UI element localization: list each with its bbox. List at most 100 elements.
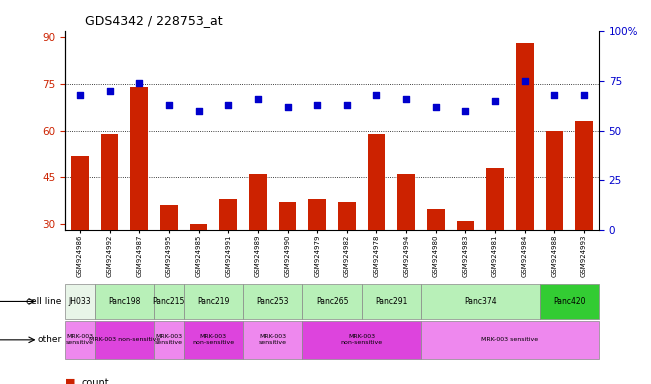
Bar: [243, 31, 273, 230]
Bar: [397, 174, 415, 230]
Text: MRK-003
non-sensitive: MRK-003 non-sensitive: [340, 334, 383, 346]
Bar: [391, 31, 421, 230]
Text: cell line: cell line: [27, 297, 62, 306]
Bar: [362, 284, 421, 319]
Bar: [214, 31, 243, 230]
Bar: [243, 284, 302, 319]
Bar: [154, 321, 184, 359]
Text: Panc291: Panc291: [375, 297, 408, 306]
Point: [312, 101, 322, 108]
Bar: [302, 321, 421, 359]
Text: Panc420: Panc420: [553, 297, 585, 306]
Text: MRK-003
non-sensitive: MRK-003 non-sensitive: [192, 334, 234, 346]
Bar: [124, 31, 154, 230]
Bar: [249, 174, 267, 230]
Bar: [421, 31, 450, 230]
Bar: [124, 31, 154, 230]
Text: other: other: [38, 335, 62, 344]
Bar: [540, 284, 599, 319]
Bar: [243, 31, 273, 230]
Text: JH033: JH033: [68, 297, 91, 306]
Text: Panc253: Panc253: [256, 297, 289, 306]
Text: count: count: [81, 378, 109, 384]
Text: MRK-003 non-sensitive: MRK-003 non-sensitive: [89, 337, 160, 343]
Bar: [480, 31, 510, 230]
Bar: [130, 87, 148, 230]
Bar: [516, 43, 534, 230]
Bar: [540, 31, 569, 230]
Bar: [510, 31, 540, 230]
Text: ■: ■: [65, 378, 76, 384]
Bar: [569, 31, 599, 230]
Bar: [71, 156, 89, 230]
Bar: [302, 284, 362, 319]
Text: Panc215: Panc215: [153, 297, 185, 306]
Bar: [309, 199, 326, 230]
Bar: [273, 31, 302, 230]
Bar: [362, 31, 391, 230]
Bar: [65, 31, 95, 230]
Bar: [154, 31, 184, 230]
Bar: [65, 31, 95, 230]
Bar: [421, 31, 450, 230]
Point: [371, 91, 381, 98]
Point: [75, 91, 85, 98]
Bar: [510, 31, 540, 230]
Bar: [184, 31, 214, 230]
Text: MRK-003
sensitive: MRK-003 sensitive: [155, 334, 183, 346]
Bar: [302, 31, 332, 230]
Bar: [184, 284, 243, 319]
Bar: [65, 321, 95, 359]
Bar: [65, 284, 95, 319]
Bar: [189, 224, 208, 230]
Point: [519, 78, 530, 84]
Bar: [160, 205, 178, 230]
Bar: [391, 31, 421, 230]
Point: [163, 101, 174, 108]
Bar: [450, 31, 480, 230]
Point: [401, 96, 411, 102]
Text: Panc265: Panc265: [316, 297, 348, 306]
Bar: [450, 31, 480, 230]
Bar: [273, 31, 302, 230]
Bar: [368, 134, 385, 230]
Text: Panc219: Panc219: [197, 297, 230, 306]
Bar: [456, 221, 475, 230]
Point: [283, 104, 293, 110]
Point: [193, 108, 204, 114]
Text: GDS4342 / 228753_at: GDS4342 / 228753_at: [85, 14, 222, 27]
Bar: [546, 131, 563, 230]
Bar: [184, 321, 243, 359]
Bar: [332, 31, 362, 230]
Bar: [480, 31, 510, 230]
Bar: [421, 284, 540, 319]
Bar: [219, 199, 237, 230]
Bar: [569, 31, 599, 230]
Bar: [540, 31, 569, 230]
Bar: [362, 31, 391, 230]
Bar: [279, 202, 296, 230]
Point: [549, 91, 560, 98]
Bar: [575, 121, 593, 230]
Bar: [154, 284, 184, 319]
Text: Panc198: Panc198: [108, 297, 141, 306]
Point: [490, 98, 501, 104]
Point: [579, 91, 589, 98]
Point: [253, 96, 263, 102]
Bar: [95, 284, 154, 319]
Bar: [427, 209, 445, 230]
Bar: [338, 202, 355, 230]
Point: [460, 108, 471, 114]
Bar: [184, 31, 214, 230]
Bar: [95, 31, 124, 230]
Bar: [486, 168, 504, 230]
Point: [430, 104, 441, 110]
Bar: [95, 31, 124, 230]
Bar: [421, 321, 599, 359]
Bar: [332, 31, 362, 230]
Bar: [95, 321, 154, 359]
Text: Panc374: Panc374: [464, 297, 497, 306]
Point: [104, 88, 115, 94]
Point: [134, 79, 145, 86]
Bar: [243, 321, 302, 359]
